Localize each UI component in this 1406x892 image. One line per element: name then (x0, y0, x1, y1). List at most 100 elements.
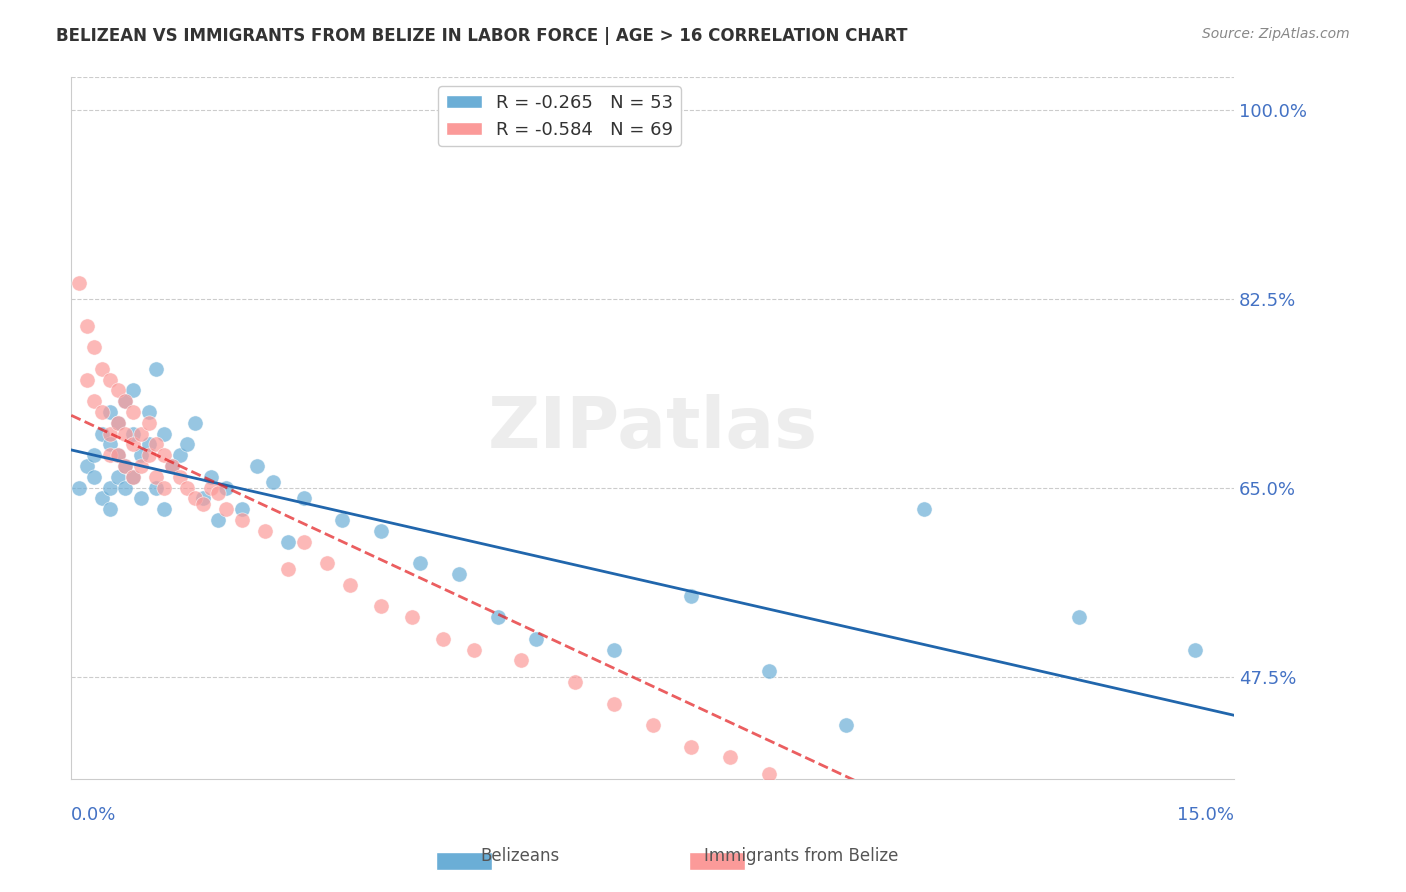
Point (463, 642, 485, 657)
Point (153, 448, 176, 462)
Point (603, 642, 626, 657)
Legend: R = -0.265   N = 53, R = -0.584   N = 69: R = -0.265 N = 53, R = -0.584 N = 69 (439, 87, 681, 146)
Point (122, 405, 145, 419)
Point (912, 815, 935, 830)
Point (122, 384, 145, 398)
Point (191, 491, 214, 506)
Point (401, 610, 423, 624)
Point (796, 782, 818, 797)
Point (145, 470, 167, 484)
Point (76, 458, 98, 473)
Point (292, 534, 315, 549)
Point (262, 475, 284, 490)
Point (253, 524, 276, 538)
Point (160, 458, 183, 473)
Point (114, 481, 136, 495)
Point (114, 394, 136, 409)
Point (432, 632, 454, 646)
Point (835, 718, 858, 732)
Point (107, 384, 129, 398)
Text: BELIZEAN VS IMMIGRANTS FROM BELIZE IN LABOR FORCE | AGE > 16 CORRELATION CHART: BELIZEAN VS IMMIGRANTS FROM BELIZE IN LA… (56, 27, 908, 45)
Text: Immigrants from Belize: Immigrants from Belize (704, 847, 898, 865)
Point (1067, 610, 1090, 624)
Point (1107, 869, 1129, 883)
Point (67, 481, 90, 495)
Point (176, 481, 198, 495)
Point (107, 448, 129, 462)
Point (98, 448, 121, 462)
Point (114, 426, 136, 441)
Point (370, 524, 392, 538)
Point (486, 610, 509, 624)
Point (952, 826, 974, 840)
Point (1029, 847, 1052, 862)
Point (835, 794, 858, 808)
Point (114, 458, 136, 473)
Point (98, 426, 121, 441)
Point (641, 718, 664, 732)
Point (990, 837, 1012, 851)
Point (145, 481, 167, 495)
Point (122, 470, 145, 484)
Point (873, 805, 896, 819)
Point (1067, 858, 1090, 872)
Point (160, 458, 183, 473)
Point (91, 491, 114, 506)
Point (122, 426, 145, 441)
Text: 0.0%: 0.0% (72, 806, 117, 824)
Point (370, 599, 392, 614)
Point (524, 632, 547, 646)
Point (153, 481, 176, 495)
Point (409, 556, 432, 570)
Point (138, 405, 160, 419)
Point (76, 373, 98, 387)
Point (1144, 880, 1167, 892)
Text: ZIPatlas: ZIPatlas (488, 393, 817, 463)
Point (332, 513, 354, 527)
Point (129, 491, 152, 506)
Point (277, 534, 299, 549)
Point (122, 437, 145, 451)
Point (191, 497, 214, 511)
Point (200, 470, 222, 484)
Point (129, 458, 152, 473)
Point (91, 426, 114, 441)
Point (153, 426, 176, 441)
Point (83, 470, 105, 484)
Point (98, 437, 121, 451)
Point (509, 653, 531, 667)
Point (98, 405, 121, 419)
Point (603, 697, 626, 711)
Point (564, 674, 586, 689)
Point (145, 437, 167, 451)
Point (316, 556, 339, 570)
Point (98, 481, 121, 495)
Point (912, 502, 935, 516)
Point (681, 589, 703, 603)
Point (184, 491, 207, 506)
Point (129, 448, 152, 462)
Point (83, 394, 105, 409)
Point (277, 561, 299, 575)
Point (91, 362, 114, 376)
Point (246, 458, 269, 473)
Point (681, 739, 703, 754)
Point (215, 502, 238, 516)
Point (339, 578, 361, 592)
Point (1184, 642, 1206, 657)
Point (758, 766, 780, 780)
Point (83, 340, 105, 354)
Point (169, 448, 191, 462)
Point (184, 416, 207, 430)
Point (67, 276, 90, 290)
Point (176, 437, 198, 451)
Point (107, 470, 129, 484)
Point (138, 448, 160, 462)
Point (98, 502, 121, 516)
Point (138, 437, 160, 451)
Point (153, 502, 176, 516)
Point (138, 416, 160, 430)
Point (107, 448, 129, 462)
Point (447, 566, 470, 581)
Text: 15.0%: 15.0% (1177, 806, 1234, 824)
